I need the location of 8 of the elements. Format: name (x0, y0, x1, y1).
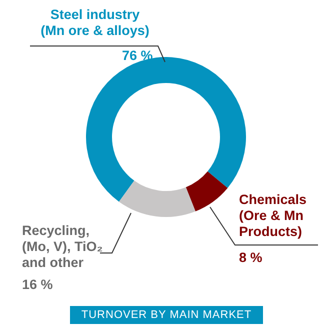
donut-slice (186, 171, 228, 212)
data-label: 8 % (239, 250, 262, 265)
slice-label: Chemicals (Ore & Mn Products) (239, 192, 308, 240)
data-label: 16 % (22, 277, 53, 292)
donut-slice (118, 180, 196, 217)
slice-label: Steel industry (Mn ore & alloys) (40, 7, 150, 39)
text: TURNOVER BY MAIN MARKET (70, 306, 263, 324)
slice-label: Recycling, (Mo, V), TiO₂ and other (22, 223, 104, 271)
